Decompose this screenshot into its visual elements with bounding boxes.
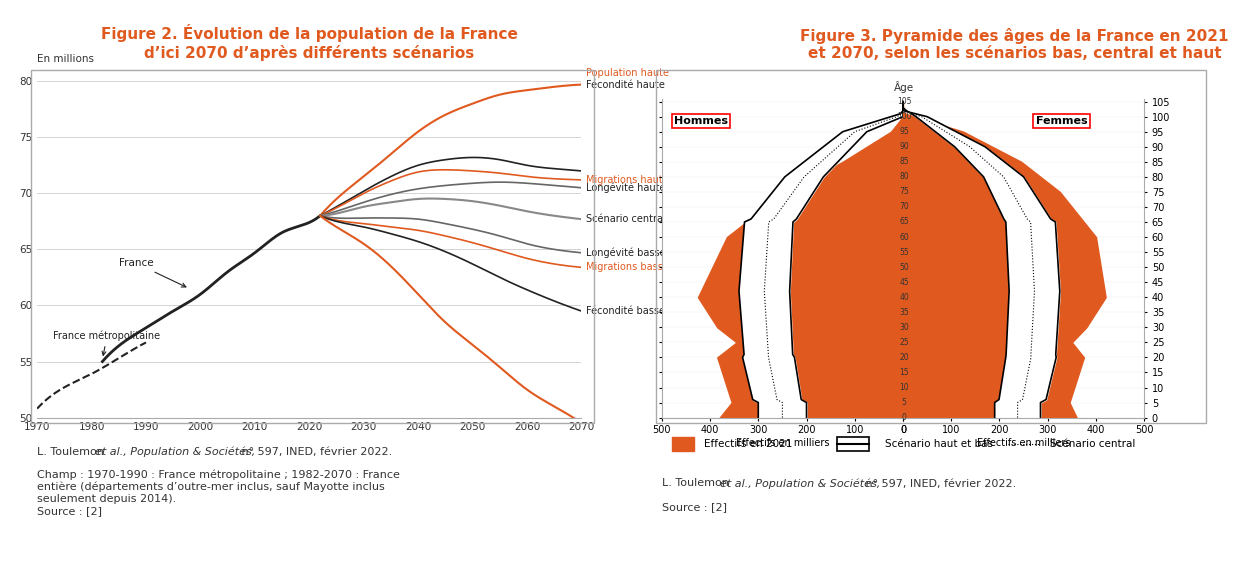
Text: Population haute: Population haute <box>585 68 668 78</box>
Text: 50: 50 <box>899 263 909 271</box>
Text: et al., Population & Sociétés,: et al., Population & Sociétés, <box>95 447 256 457</box>
Text: et al., Population & Sociétés,: et al., Population & Sociétés, <box>720 478 881 489</box>
Text: France: France <box>119 258 186 287</box>
Text: 40: 40 <box>899 293 909 302</box>
Text: 75: 75 <box>899 187 909 197</box>
Text: Scénario central: Scénario central <box>585 214 666 224</box>
Bar <box>673 437 694 451</box>
Text: Figure 2. Évolution de la population de la France
d’ici 2070 d’après différents : Figure 2. Évolution de la population de … <box>100 24 518 61</box>
Text: France métropolitaine: France métropolitaine <box>53 331 161 356</box>
Text: Hommes: Hommes <box>674 116 727 126</box>
X-axis label: Effectifs en milliers: Effectifs en milliers <box>977 438 1070 448</box>
Text: 65: 65 <box>899 218 909 226</box>
Text: 80: 80 <box>899 172 909 182</box>
Text: 95: 95 <box>899 127 909 136</box>
Text: Effectifs en 2021: Effectifs en 2021 <box>704 438 793 449</box>
Bar <box>837 437 870 451</box>
Text: Scénario haut et bas: Scénario haut et bas <box>886 438 993 449</box>
Text: Migrations basses: Migrations basses <box>585 262 674 273</box>
Text: Source : [2]: Source : [2] <box>662 502 727 512</box>
Text: Fécondité haute: Fécondité haute <box>585 79 664 89</box>
Text: 5: 5 <box>902 398 907 407</box>
Text: Champ : 1970-1990 : France métropolitaine ; 1982-2070 : France
entière (départem: Champ : 1970-1990 : France métropolitain… <box>37 470 400 516</box>
Text: Âge: Âge <box>894 81 914 93</box>
Text: 10: 10 <box>899 383 909 392</box>
Text: 35: 35 <box>899 308 909 317</box>
Text: 105: 105 <box>897 97 912 106</box>
Text: Longévité basse: Longévité basse <box>585 248 666 258</box>
Text: 60: 60 <box>899 233 909 241</box>
Text: L. Toulemon: L. Toulemon <box>662 478 732 488</box>
Text: Fécondité basse: Fécondité basse <box>585 306 664 316</box>
Text: 45: 45 <box>899 278 909 287</box>
Text: 90: 90 <box>899 142 909 151</box>
Text: Femmes: Femmes <box>1035 116 1087 126</box>
Text: 85: 85 <box>899 157 909 166</box>
Text: 25: 25 <box>899 338 909 347</box>
X-axis label: Effectifs en milliers: Effectifs en milliers <box>736 438 829 448</box>
Text: En millions: En millions <box>37 55 94 64</box>
Text: 15: 15 <box>899 368 909 377</box>
Text: n° 597, INED, février 2022.: n° 597, INED, février 2022. <box>862 478 1017 488</box>
Text: 30: 30 <box>899 323 909 332</box>
Text: Migrations hautes: Migrations hautes <box>585 175 673 185</box>
Text: 20: 20 <box>899 353 909 362</box>
Text: n° 597, INED, février 2022.: n° 597, INED, février 2022. <box>238 447 392 456</box>
Text: 55: 55 <box>899 248 909 256</box>
Text: Longévité haute: Longévité haute <box>585 183 666 193</box>
Text: 0: 0 <box>902 413 907 422</box>
Text: Scénario central: Scénario central <box>1050 438 1136 449</box>
Text: 70: 70 <box>899 202 909 212</box>
Text: L. Toulemon: L. Toulemon <box>37 447 108 456</box>
Text: 100: 100 <box>897 112 912 121</box>
Text: Figure 3. Pyramide des âges de la France en 2021
et 2070, selon les scénarios ba: Figure 3. Pyramide des âges de la France… <box>800 27 1228 61</box>
